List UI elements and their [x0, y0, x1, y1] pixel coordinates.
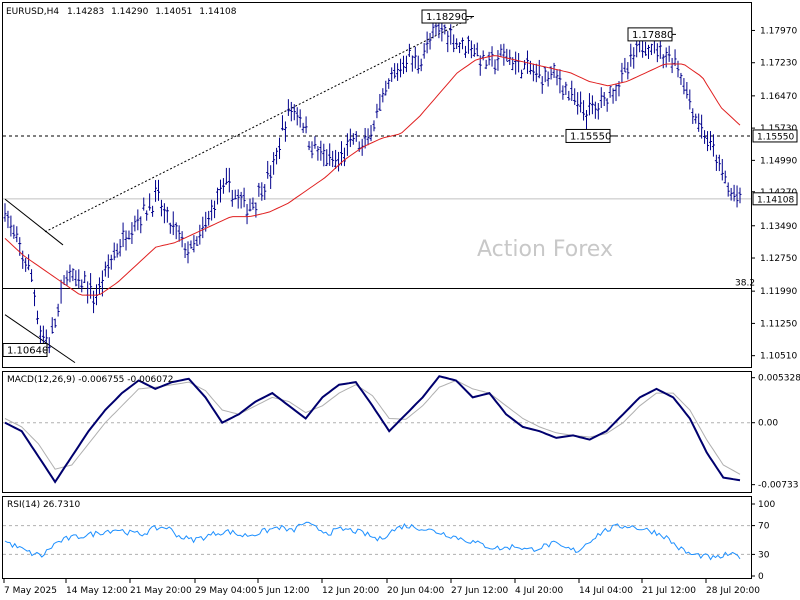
x-tick-label: 4 Jul 20:00	[515, 586, 564, 596]
rsi-layer: 100 70 30 0	[3, 500, 775, 582]
channel-line-upper	[4, 198, 64, 246]
symbol-label: EURUSD,H4	[6, 7, 59, 17]
x-tick-label: 12 Jun 20:00	[322, 586, 379, 596]
x-tick-label: 20 Jun 04:00	[387, 586, 444, 596]
macd-line	[4, 375, 741, 484]
support-price-label: 1.15550	[757, 132, 794, 142]
rsi-tick-label: 0	[758, 572, 764, 582]
high-value: 1.14290	[111, 7, 148, 17]
price-tick-label: 1.16470	[760, 92, 797, 102]
chart-header: EURUSD,H4 1.14283 1.14290 1.14051 1.1410…	[6, 7, 237, 17]
macd-signal-line	[4, 379, 741, 475]
current-price-label: 1.14108	[757, 195, 794, 205]
macd-panel	[2, 371, 752, 493]
price-layer: 38.2 1.18290 1.17880 1.15550 1.10640	[2, 9, 755, 364]
fib-label: 38.2	[735, 279, 755, 289]
price-tick-label: 1.10510	[760, 352, 797, 362]
x-tick-label: 28 Jul 20:00	[706, 586, 760, 596]
close-value: 1.14108	[199, 7, 236, 17]
rsi-tick-label: 30	[758, 550, 770, 560]
x-tick-label: 14 Jul 04:00	[579, 586, 633, 596]
macd-layer: 0.005328 0.00 -0.00733	[3, 374, 800, 491]
rsi-label: RSI(14) 26.7310	[7, 500, 80, 510]
price-tick-label: 1.11250	[760, 319, 797, 329]
x-tick-label: 5 Jun 12:00	[258, 586, 310, 596]
x-tick-label: 29 May 04:00	[195, 586, 257, 596]
current-price-box	[752, 192, 798, 206]
watermark: Action Forex	[477, 237, 613, 262]
open-value: 1.14283	[67, 7, 104, 17]
rsi-line	[4, 521, 741, 561]
x-tick-label: 14 May 12:00	[66, 586, 128, 596]
annotation-label: 1.17880	[632, 30, 673, 41]
price-tick-label: 1.12750	[760, 254, 797, 264]
price-panel	[2, 2, 752, 368]
macd-tick-label: -0.00733	[758, 481, 798, 491]
macd-tick-label: 0.005328	[758, 374, 800, 384]
price-tick-label: 1.17970	[760, 26, 797, 36]
price-axis: 1.179701.172301.164701.157301.149901.142…	[751, 26, 798, 362]
rsi-panel	[2, 496, 752, 579]
macd-tick-label: 0.00	[758, 419, 778, 429]
price-tick-label: 1.17230	[760, 59, 797, 69]
support-price-box	[752, 129, 798, 143]
macd-label: MACD(12,26,9) -0.006755 -0.006072	[7, 375, 173, 385]
annotation-label: 1.15550	[570, 131, 611, 142]
trendline-upper	[44, 16, 475, 233]
rsi-tick-label: 100	[758, 500, 775, 510]
moving-average-line	[4, 55, 741, 296]
price-tick-label: 1.15730	[760, 124, 797, 134]
x-axis: 7 May 2025 14 May 12:00 21 May 20:00 29 May…	[3, 579, 760, 596]
price-tick-label: 1.13490	[760, 222, 797, 232]
rsi-tick-label: 70	[758, 522, 770, 532]
x-tick-label: 7 May 2025	[4, 586, 57, 596]
low-value: 1.14051	[155, 7, 192, 17]
x-tick-label: 27 Jun 12:00	[451, 586, 508, 596]
annotation-label: 1.18290	[426, 12, 467, 23]
x-tick-label: 21 May 20:00	[130, 586, 192, 596]
annotation-label: 1.10640	[7, 345, 48, 356]
price-tick-label: 1.11990	[760, 287, 797, 297]
price-tick-label: 1.14990	[760, 156, 797, 166]
x-tick-label: 21 Jul 12:00	[642, 586, 696, 596]
